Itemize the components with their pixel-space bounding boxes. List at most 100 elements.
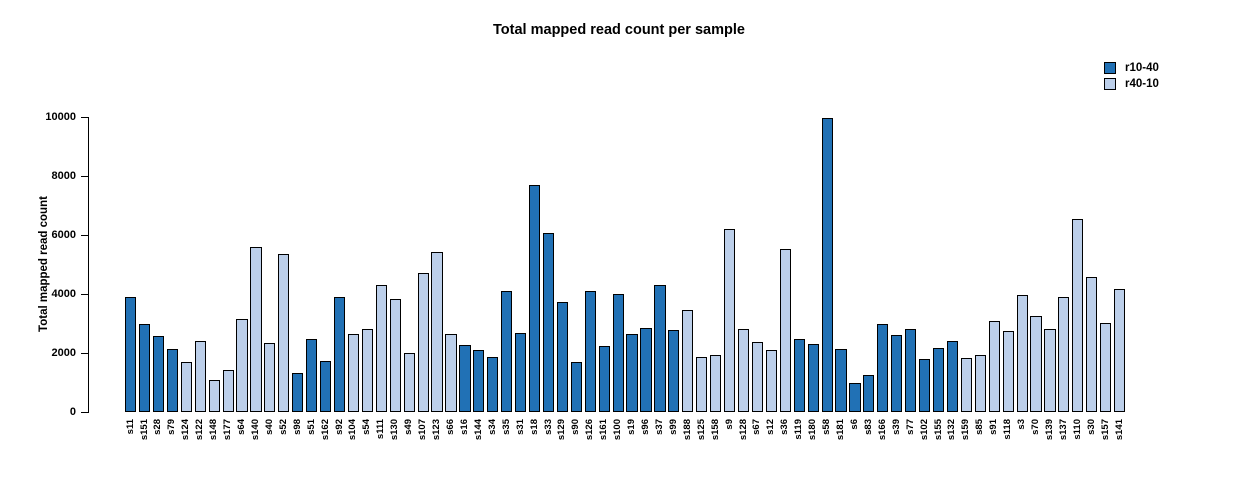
x-tick-label: s119 [793, 419, 805, 440]
bar-s85 [974, 355, 986, 412]
y-tick-label: 2000 [51, 347, 76, 359]
bar-s100 [612, 294, 624, 412]
bar-s123 [431, 252, 443, 412]
x-tick-label: s100 [612, 419, 624, 441]
x-tick-label: s137 [1057, 419, 1069, 441]
x-tick-label: s151 [138, 419, 150, 441]
x-tick-label: s159 [960, 419, 972, 441]
x-tick-label: s157 [1099, 419, 1111, 441]
y-tick-label: 10000 [45, 111, 76, 123]
x-tick-label: s148 [208, 419, 220, 441]
legend: r10-40 r40-10 [1104, 62, 1159, 94]
legend-item-r40-10: r40-10 [1104, 78, 1159, 90]
bar-s9 [723, 229, 736, 412]
x-tick-label: s91 [988, 419, 1000, 435]
bar-s18 [528, 185, 541, 412]
x-tick-label: s130 [389, 419, 401, 441]
x-tick-label: s36 [779, 419, 791, 435]
bar-s83 [863, 375, 875, 412]
bar-s19 [626, 334, 638, 412]
x-tick-label: s139 [1043, 419, 1055, 441]
x-tick-label: s155 [932, 419, 944, 441]
y-tick-label: 4000 [51, 288, 76, 300]
bar-s119 [793, 339, 805, 412]
x-tick-label: s3 [1016, 419, 1028, 430]
bar-s96 [640, 328, 652, 412]
bar-s111 [375, 285, 387, 412]
bar-s58 [821, 118, 833, 412]
bar-s144 [473, 350, 485, 412]
x-tick-label: s118 [1002, 419, 1014, 440]
bar-s36 [779, 249, 791, 412]
bar-s140 [250, 247, 262, 412]
y-axis-line [88, 117, 90, 413]
x-tick-label: s92 [333, 419, 345, 435]
x-tick-label: s110 [1071, 419, 1083, 440]
x-tick-label: s98 [291, 419, 303, 435]
x-tick-label: s188 [681, 419, 693, 441]
x-tick-label: s33 [542, 419, 554, 435]
y-tick-label: 6000 [51, 229, 76, 241]
x-tick-label: s58 [821, 419, 833, 435]
x-tick-label: s39 [890, 419, 902, 435]
x-tick-label: s67 [751, 419, 763, 435]
bar-s52 [278, 254, 290, 412]
x-tick-label: s161 [598, 419, 610, 441]
bar-s28 [152, 336, 165, 412]
legend-label: r10-40 [1125, 61, 1159, 74]
y-tick-label: 0 [69, 406, 76, 418]
x-tick-label: s123 [431, 419, 443, 441]
x-tick-label: s35 [500, 419, 512, 435]
y-tick [81, 412, 88, 414]
x-tick-label: s140 [249, 419, 261, 441]
x-tick-label: s79 [166, 419, 178, 435]
bar-s92 [333, 297, 346, 412]
bar-s159 [960, 358, 972, 412]
x-tick-label: s6 [848, 419, 860, 430]
bar-s79 [166, 349, 178, 412]
x-tick-label: s107 [417, 419, 429, 441]
x-tick-label: s181 [835, 419, 847, 441]
x-tick-label: s28 [152, 419, 164, 435]
x-tick-label: s34 [486, 419, 498, 435]
x-tick-label: s99 [667, 419, 679, 435]
x-tick-label: s11 [124, 419, 136, 435]
bar-s188 [682, 310, 694, 412]
bar-s3 [1016, 295, 1028, 412]
x-tick-label: s19 [626, 419, 638, 435]
x-tick-label: s166 [876, 419, 888, 441]
x-tick-label: s125 [695, 419, 707, 441]
x-tick-label: s96 [640, 419, 651, 435]
bar-s157 [1100, 323, 1112, 412]
legend-swatch-r40-10 [1104, 78, 1116, 90]
bar-s12 [765, 350, 777, 412]
bar-s35 [501, 291, 513, 412]
x-tick-label: s12 [765, 419, 777, 435]
y-tick-label: 8000 [51, 170, 76, 182]
bar-s126 [584, 291, 596, 412]
x-tick-label: s64 [236, 419, 248, 435]
bar-s162 [320, 361, 332, 412]
x-tick-label: s16 [458, 419, 470, 435]
bar-s141 [1114, 289, 1126, 412]
bar-s16 [459, 345, 471, 412]
bar-s67 [751, 342, 764, 412]
x-tick-label: s162 [319, 419, 331, 441]
y-tick [81, 235, 88, 237]
x-tick-label: s31 [514, 419, 526, 435]
bar-s161 [598, 346, 610, 412]
bar-s110 [1072, 219, 1084, 412]
bar-s166 [877, 324, 889, 412]
x-tick-label: s49 [403, 419, 415, 435]
x-tick-label: s40 [263, 419, 275, 435]
x-tick-label: s180 [807, 419, 819, 441]
bar-s99 [668, 330, 680, 412]
chart-title: Total mapped read count per sample [493, 22, 745, 38]
x-tick-label: s126 [584, 419, 596, 441]
bar-s139 [1044, 329, 1056, 412]
bar-s11 [125, 297, 137, 412]
bar-s132 [946, 341, 959, 412]
bar-s129 [556, 302, 569, 412]
y-tick [81, 294, 88, 296]
x-tick-label: s54 [361, 419, 373, 435]
